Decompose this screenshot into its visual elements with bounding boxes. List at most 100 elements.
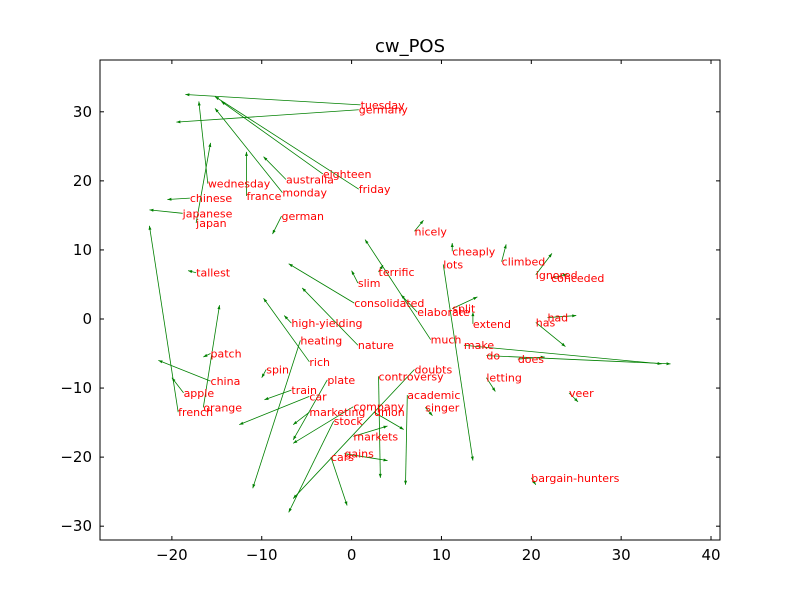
point-label-stock: stock <box>334 415 364 428</box>
arrow-french <box>149 225 179 413</box>
x-tick-label: 10 <box>432 546 451 564</box>
y-tick-label: 0 <box>82 310 92 328</box>
point-label-consolidated: consolidated <box>354 297 424 310</box>
chart-title: cw_POS <box>375 36 445 57</box>
x-tick-label: 0 <box>347 546 357 564</box>
arrow-head-french <box>148 225 152 230</box>
arrow-head-singer <box>428 411 433 416</box>
y-tick-label: 30 <box>73 103 92 121</box>
point-label-japanese: japanese <box>182 207 233 220</box>
arrow-head-german <box>272 229 276 235</box>
arrow-head-bargain-hunters <box>532 480 536 485</box>
point-label-has: has <box>536 316 556 329</box>
point-label-eighteen: eighteen <box>323 168 372 181</box>
point-label-spin: spin <box>266 363 289 376</box>
arrow-japanese <box>149 209 183 214</box>
arrow-gains <box>344 453 388 461</box>
arrow-had <box>547 315 577 319</box>
arrow-head-controversy <box>378 473 382 478</box>
point-label-rich: rich <box>309 356 330 369</box>
point-label-gains: gains <box>344 448 374 461</box>
point-label-slim: slim <box>358 277 381 290</box>
arrow-lots <box>442 264 474 461</box>
point-label-terrific: terrific <box>379 266 415 279</box>
point-label-do: do <box>486 350 500 363</box>
y-tick-label: 20 <box>73 172 92 190</box>
arrow-heating <box>252 340 301 489</box>
arrow-head-chinese <box>167 197 172 201</box>
point-label-car: car <box>309 390 327 403</box>
arrow-consolidated <box>288 263 355 304</box>
arrow-head-slim <box>351 270 355 275</box>
point-label-tuesday: tuesday <box>361 99 406 112</box>
arrow-head-split <box>473 296 478 300</box>
arrow-china <box>158 360 211 382</box>
point-label-high-yielding: high-yielding <box>291 317 362 330</box>
arrow-head-spin <box>261 373 265 378</box>
arrow-company <box>292 406 354 444</box>
arrow-head-markets <box>383 425 388 429</box>
arrow-orange <box>202 305 220 408</box>
arrow-head-conceded <box>562 273 568 277</box>
point-label-wednesday: wednesday <box>208 178 271 191</box>
arrow-head-cheaply <box>450 243 454 248</box>
arrow-head-company <box>293 439 298 444</box>
arrow-head-doubts <box>293 494 298 499</box>
arrow-head-had <box>572 314 577 318</box>
x-tick-label: 40 <box>701 546 720 564</box>
arrow-markets <box>353 425 388 437</box>
arrow-wednesday <box>198 101 209 184</box>
point-label-ignored: ignored <box>536 269 578 282</box>
arrow-head-germany <box>176 120 181 124</box>
arrow-head-high-yielding <box>284 315 289 320</box>
arrow-head-friday <box>215 96 220 101</box>
point-label-doubts: doubts <box>414 363 452 376</box>
point-label-singer: singer <box>425 401 460 414</box>
point-label-orange: orange <box>203 401 242 414</box>
arrow-head-australia <box>263 156 268 161</box>
point-label-controversy: controversy <box>379 370 445 383</box>
arrow-head-consolidated <box>288 263 293 268</box>
point-label-france: france <box>246 190 281 203</box>
arrow-doubts <box>292 369 415 499</box>
arrow-head-tallest <box>188 270 193 274</box>
arrow-head-train <box>264 397 269 400</box>
arrow-rich <box>263 298 310 363</box>
arrow-monday <box>214 108 283 193</box>
x-tick-label: 30 <box>612 546 631 564</box>
arrow-train <box>264 389 292 401</box>
point-label-plate: plate <box>327 374 355 387</box>
point-label-patch: patch <box>211 348 242 361</box>
arrow-head-plate <box>293 435 297 440</box>
point-label-climbed: climbed <box>502 256 546 269</box>
arrow-germany <box>176 109 359 123</box>
point-label-train: train <box>291 384 317 397</box>
point-label-letting: letting <box>486 372 521 385</box>
arrow-do <box>486 355 671 365</box>
point-label-lots: lots <box>443 258 463 271</box>
y-tick-label: 10 <box>73 241 92 259</box>
arrow-ignored <box>535 253 553 276</box>
point-label-much: much <box>431 334 462 347</box>
arrow-friday <box>214 96 359 190</box>
point-label-australia: australia <box>286 173 334 186</box>
arrow-head-climbed <box>503 244 507 249</box>
point-label-french: french <box>178 406 213 419</box>
arrow-head-japan <box>208 142 212 148</box>
arrow-head-car <box>239 421 244 425</box>
point-label-markets: markets <box>353 430 398 443</box>
arrow-head-cars <box>344 501 348 506</box>
y-tick-label: −10 <box>60 379 92 397</box>
point-label-make: make <box>464 339 494 352</box>
arrow-controversy <box>378 376 381 478</box>
point-label-nature: nature <box>358 339 394 352</box>
arrow-head-rich <box>263 298 268 303</box>
arrow-head-union <box>399 426 404 430</box>
y-tick-label: −30 <box>60 517 92 535</box>
point-label-bargain-hunters: bargain-hunters <box>531 472 619 485</box>
arrow-head-wednesday <box>197 101 201 106</box>
